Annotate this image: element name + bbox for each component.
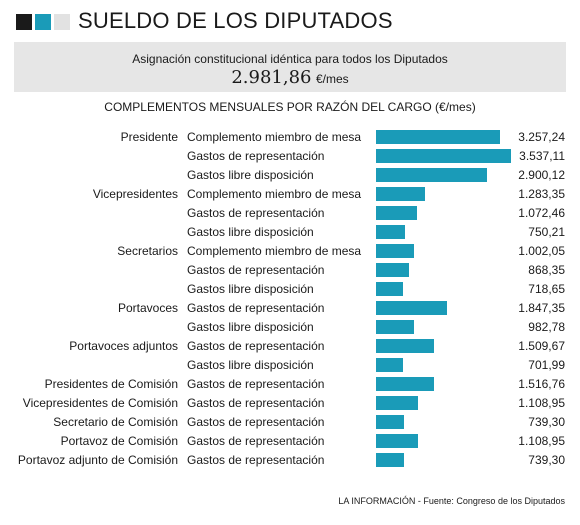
- value-label: 1.002,05: [518, 244, 565, 258]
- dark-square-icon: [16, 14, 32, 30]
- category-label: Complemento miembro de mesa: [187, 130, 362, 144]
- category-label: Gastos libre disposición: [187, 320, 314, 334]
- bar: [376, 149, 511, 163]
- bar: [376, 396, 418, 410]
- group-label: Portavoz de Comisión: [60, 434, 178, 448]
- category-label: Gastos libre disposición: [187, 225, 314, 239]
- grey-square-icon: [54, 14, 70, 30]
- bar: [376, 377, 434, 391]
- value-label: 739,30: [528, 415, 565, 429]
- value-label: 701,99: [528, 358, 565, 372]
- teal-square-icon: [35, 14, 51, 30]
- value-label: 3.537,11: [519, 149, 565, 163]
- summary-subtitle: Asignación constitucional idéntica para …: [132, 52, 448, 66]
- category-label: Gastos libre disposición: [187, 358, 314, 372]
- value-label: 750,21: [528, 225, 565, 239]
- value-label: 1.108,95: [518, 396, 565, 410]
- bar: [376, 168, 487, 182]
- category-label: Gastos libre disposición: [187, 168, 314, 182]
- group-label: Portavoces: [117, 301, 178, 315]
- source-note: LA INFORMACIÓN - Fuente: Congreso de los…: [338, 496, 565, 506]
- category-label: Gastos de representación: [187, 149, 325, 163]
- value-label: 1.283,35: [518, 187, 565, 201]
- category-label: Complemento miembro de mesa: [187, 244, 362, 258]
- category-label: Complemento miembro de mesa: [187, 187, 362, 201]
- category-label: Gastos libre disposición: [187, 282, 314, 296]
- value-label: 1.516,76: [518, 377, 565, 391]
- group-label: Vicepresidentes: [92, 187, 178, 201]
- category-label: Gastos de representación: [187, 377, 325, 391]
- summary-unit: €/mes: [315, 72, 349, 86]
- bar: [376, 453, 404, 467]
- summary-amount: 2.981,86: [231, 67, 312, 88]
- value-label: 982,78: [528, 320, 565, 334]
- summary-amount-line: 2.981,86 €/mes: [14, 67, 566, 88]
- page-title: SUELDO DE LOS DIPUTADOS: [78, 8, 393, 33]
- category-label: Gastos de representación: [187, 434, 325, 448]
- value-label: 1.509,67: [518, 339, 565, 353]
- bar: [376, 130, 500, 144]
- bar: [376, 358, 403, 372]
- chart-title: COMPLEMENTOS MENSUALES POR RAZÓN DEL CAR…: [104, 100, 476, 114]
- group-label: Presidente: [120, 130, 178, 144]
- bar: [376, 225, 405, 239]
- bar: [376, 434, 418, 448]
- value-label: 718,65: [528, 282, 565, 296]
- bar: [376, 301, 447, 315]
- group-label: Presidentes de Comisión: [44, 377, 178, 391]
- value-label: 1.072,46: [518, 206, 565, 220]
- bar: [376, 339, 434, 353]
- value-label: 3.257,24: [518, 130, 565, 144]
- category-label: Gastos de representación: [187, 339, 325, 353]
- category-label: Gastos de representación: [187, 453, 325, 467]
- bar: [376, 282, 403, 296]
- value-label: 868,35: [528, 263, 565, 277]
- group-label: Portavoces adjuntos: [69, 339, 178, 353]
- category-label: Gastos de representación: [187, 415, 325, 429]
- group-label: Portavoz adjunto de Comisión: [17, 453, 178, 467]
- bar: [376, 320, 414, 334]
- category-label: Gastos de representación: [187, 301, 325, 315]
- group-label: Secretarios: [117, 244, 178, 258]
- value-label: 2.900,12: [518, 168, 565, 182]
- bar: [376, 263, 409, 277]
- summary-box: Asignación constitucional idéntica para …: [14, 42, 566, 92]
- group-label: Vicepresidentes de Comisión: [22, 396, 178, 410]
- value-label: 1.108,95: [518, 434, 565, 448]
- category-label: Gastos de representación: [187, 206, 325, 220]
- category-label: Gastos de representación: [187, 263, 325, 277]
- bar: [376, 206, 417, 220]
- value-label: 1.847,35: [518, 301, 565, 315]
- bar: [376, 187, 425, 201]
- group-label: Secretario de Comisión: [53, 415, 178, 429]
- bar: [376, 415, 404, 429]
- value-label: 739,30: [528, 453, 565, 467]
- bar: [376, 244, 414, 258]
- category-label: Gastos de representación: [187, 396, 325, 410]
